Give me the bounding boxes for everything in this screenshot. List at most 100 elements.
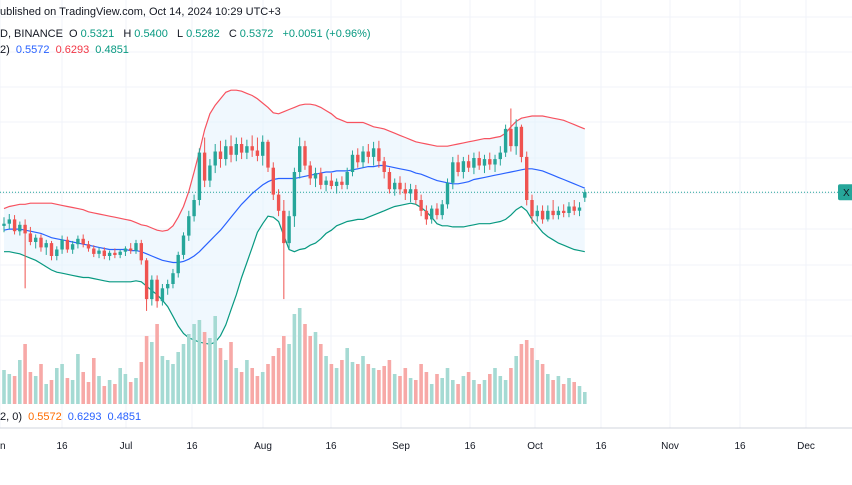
volume-bar: [319, 344, 323, 404]
candle: [187, 210, 191, 241]
candle-body: [202, 152, 207, 181]
open-label: O: [69, 28, 78, 40]
candle: [12, 215, 17, 235]
candle: [276, 189, 281, 217]
volume-bar: [382, 366, 386, 404]
candle-body: [92, 248, 96, 254]
ohlc-legend[interactable]: D, BINANCE O 0.5321 H 0.5400 L 0.5282 C 0.53…: [0, 28, 374, 40]
candle-body: [530, 200, 534, 217]
candle: [129, 243, 133, 254]
candle-body: [514, 126, 518, 147]
candle-body: [488, 159, 492, 165]
candle-body: [139, 243, 143, 261]
candle-body: [308, 165, 312, 179]
candle: [229, 135, 233, 163]
candle-body: [129, 248, 133, 251]
volume-bar: [524, 340, 529, 404]
candle-body: [18, 224, 22, 232]
candle-body: [208, 165, 212, 181]
candle: [2, 217, 6, 233]
volume-bar: [97, 376, 101, 404]
candle: [150, 275, 154, 306]
candle: [393, 178, 397, 196]
change-value: +0.0051 (+0.96%): [282, 28, 371, 40]
candle-body: [282, 210, 286, 244]
candle: [546, 205, 550, 222]
volume-bar: [340, 360, 344, 404]
high-label: H: [123, 28, 132, 40]
volume-bar: [39, 364, 43, 404]
candle-body: [192, 200, 196, 217]
volume-bar: [282, 336, 286, 404]
x-tick-label: Sep: [392, 441, 410, 452]
candle: [377, 140, 381, 168]
candle: [514, 119, 518, 155]
candle-body: [466, 161, 471, 168]
candle-body: [482, 159, 487, 166]
low-label: L: [176, 28, 184, 40]
candle-body: [155, 279, 159, 302]
candle-body: [218, 151, 223, 159]
candle-body: [477, 158, 481, 166]
candle: [39, 234, 43, 252]
candle: [250, 135, 254, 157]
candle-body: [271, 167, 275, 195]
candle-body: [107, 252, 112, 256]
x-tick-label: Aug: [254, 441, 272, 452]
volume-bar: [408, 378, 413, 404]
candle: [202, 137, 207, 188]
volume-bar: [44, 384, 48, 404]
volume-bar: [350, 362, 355, 404]
candle-body: [424, 210, 429, 220]
candle: [419, 194, 423, 217]
candle: [160, 284, 165, 306]
candle-body: [371, 148, 376, 157]
candle: [92, 245, 96, 258]
volume-bar: [498, 376, 503, 404]
candle: [181, 232, 186, 260]
candle-body: [102, 250, 106, 256]
candle-body: [197, 152, 202, 200]
candle: [107, 250, 112, 261]
candle: [23, 219, 27, 289]
volume-bar: [509, 368, 513, 404]
volume-bar: [176, 352, 180, 404]
candle-body: [23, 224, 27, 234]
candle: [44, 239, 48, 255]
x-tick-label: 16: [56, 441, 68, 452]
volume-bar: [361, 356, 365, 404]
volume-bar: [155, 324, 159, 404]
candle: [525, 151, 529, 206]
candle: [192, 194, 196, 222]
candle: [218, 140, 223, 168]
volume-bar: [387, 360, 392, 404]
volume-bar: [229, 342, 233, 404]
candle-body: [403, 189, 407, 194]
candle-body: [419, 200, 423, 211]
candle-body: [255, 150, 260, 156]
bollinger-legend[interactable]: 2) 0.5572 0.6293 0.4851: [0, 44, 132, 56]
volume-bar: [466, 372, 471, 404]
volume-bar: [303, 324, 307, 404]
candle: [134, 239, 138, 254]
candle: [540, 205, 545, 224]
candle-body: [298, 146, 302, 172]
volume-bar: [456, 384, 460, 404]
candle: [298, 137, 302, 179]
volume-bar: [213, 316, 217, 404]
volume-bar: [308, 336, 312, 404]
volume-bar: [65, 378, 70, 404]
candle-body: [234, 144, 238, 155]
bollinger-params: 2): [0, 44, 10, 56]
candle: [102, 247, 106, 260]
volume-bar: [371, 368, 376, 404]
candle-body: [334, 181, 339, 186]
candle: [139, 239, 143, 265]
candle: [356, 148, 360, 168]
volume-bar: [482, 380, 487, 404]
volume-legend[interactable]: 2, 0) 0.5572 0.6293 0.4851: [0, 411, 144, 423]
candle-body: [55, 249, 59, 256]
volume-bar: [128, 382, 133, 404]
candle-body: [213, 151, 217, 166]
